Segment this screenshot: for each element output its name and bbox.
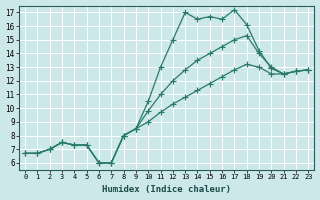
X-axis label: Humidex (Indice chaleur): Humidex (Indice chaleur): [102, 185, 231, 194]
